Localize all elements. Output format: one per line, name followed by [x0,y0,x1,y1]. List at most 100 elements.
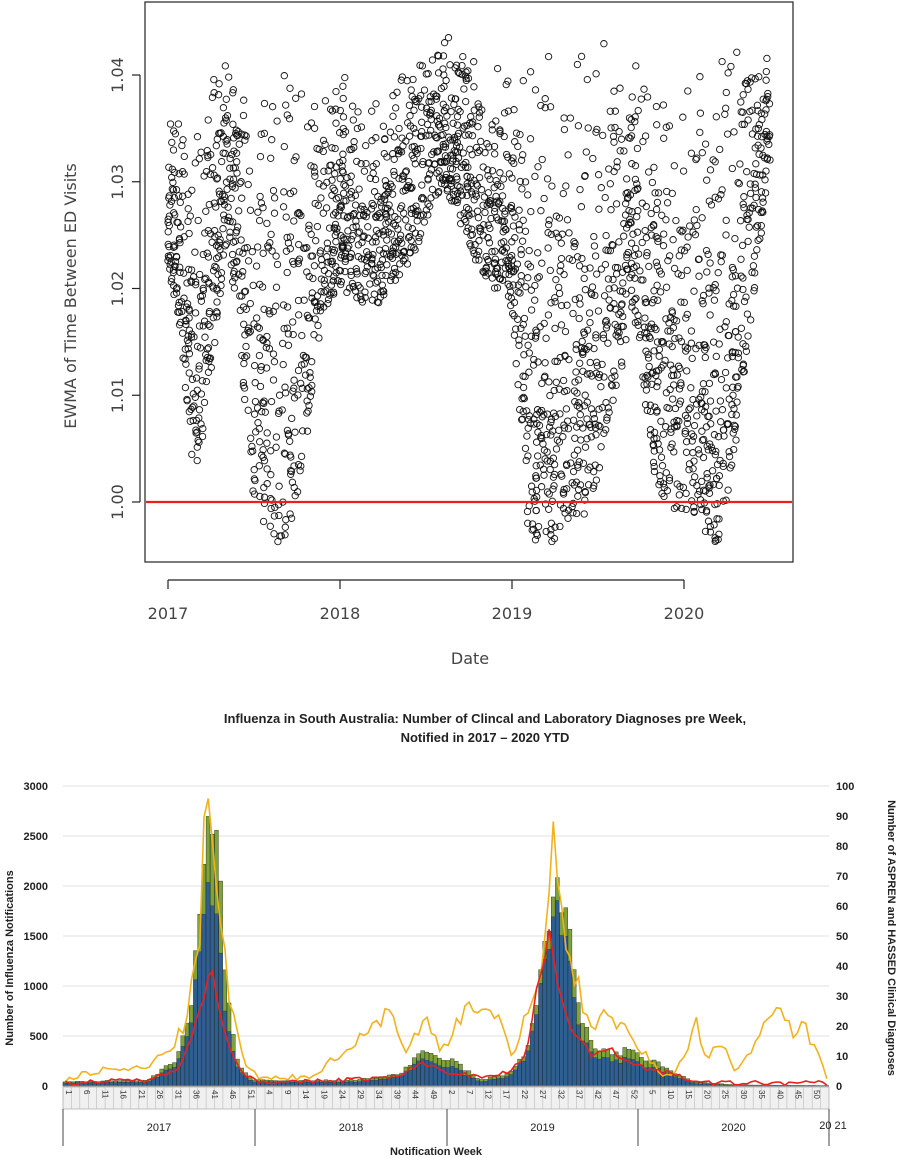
ewma-point [307,230,315,238]
ewma-point [705,284,713,292]
lab-notification-bar [496,1078,501,1087]
ewma-point [678,228,686,236]
ewma-point [328,257,336,265]
ewma-point [404,182,412,190]
ewma-point [586,264,594,272]
ewma-point [370,272,378,280]
ewma-point [628,93,636,101]
ewma-point [583,370,591,378]
ewma-point [540,194,548,203]
ewma-point [281,383,289,391]
ewma-point [336,267,345,275]
ewma-point [430,148,438,156]
ewma-point [250,475,258,483]
ewma-point [369,251,377,259]
ewma-point [450,100,458,109]
ewma-point [201,275,209,284]
ewma-point [439,143,448,151]
ewma-point [354,108,362,116]
ewma-point [356,284,364,292]
ewma-point [676,482,684,491]
week-label: 47 [611,1090,620,1099]
lab-notification-bar [609,1061,615,1087]
ewma-point [308,252,317,260]
ewma-point [641,314,649,322]
ewma-point [702,506,711,515]
ewma-point [716,325,724,333]
ewma-point [218,191,227,199]
lab-notification-bar [458,1070,463,1087]
ewma-point [701,527,710,536]
ewma-point [448,177,456,185]
ewma-point [475,256,483,264]
ewma-point [747,204,755,212]
ewma-point [612,381,620,389]
ewma-point [626,274,634,282]
ewma-point [267,154,275,162]
lab-notification-bar [88,1082,93,1087]
ewma-point [658,462,667,470]
ewma-point [683,243,691,251]
lab-notification-bar [336,1082,341,1087]
lab-notification-bar [517,1063,522,1087]
ewma-point [758,207,766,215]
lab-notification-bar [677,1078,682,1087]
ewma-point [184,345,192,353]
ewma-point [703,176,711,184]
ewma-point [511,138,519,146]
ewma-point [545,505,553,513]
ewma-point [246,299,254,308]
ewma-point [270,194,279,202]
ewma-point [460,161,468,169]
ewma-point [254,243,262,251]
ewma-point [394,146,402,154]
ewma-point [694,491,702,499]
ewma-point [295,240,303,249]
ewma-point [627,239,636,247]
ewma-point [515,221,523,229]
lab-notification-bar [193,979,198,1087]
ewma-point [600,429,608,437]
ewma-point [754,141,762,149]
ewma-point [372,213,380,222]
ewma-point [496,129,504,138]
ewma-point [546,103,555,111]
ewma-point [762,67,770,76]
ewma-point [291,428,299,436]
lab-notification-bar [622,1057,627,1087]
ewma-point [420,218,428,226]
ewma-point [326,105,335,113]
clinical-line-yellow [64,798,828,1083]
ewma-point [244,406,252,414]
ewma-point [753,101,762,109]
top-x-tick-label: 2019 [492,604,533,623]
ewma-point [537,483,546,491]
ewma-point [176,198,184,207]
ewma-point [473,207,482,215]
ewma-point [595,373,603,382]
ewma-point [490,284,499,292]
ewma-point [392,268,400,277]
ewma-point [595,205,603,213]
ewma-point [209,282,217,290]
bottom-right-y-axis-title: Number of ASPREN and HASSED Clinical Dia… [885,800,897,1076]
ewma-point [626,215,634,224]
lab-notification-bar [668,1074,674,1087]
ewma-point [698,214,706,222]
ewma-point [519,407,527,416]
ewma-point [260,399,268,408]
ewma-point [723,130,732,138]
ewma-point [584,466,592,474]
ewma-point [185,369,193,377]
ewma-point [582,148,590,156]
ewma-point [524,191,532,199]
ewma-point [492,176,500,185]
ewma-point [689,449,697,457]
ewma-point [389,112,397,120]
ewma-point [541,359,549,367]
ewma-point [714,269,722,277]
ewma-point [336,106,344,115]
ewma-point [510,267,518,275]
bottom-right-y-tick-label: 30 [836,991,848,1003]
ewma-point [386,252,395,261]
